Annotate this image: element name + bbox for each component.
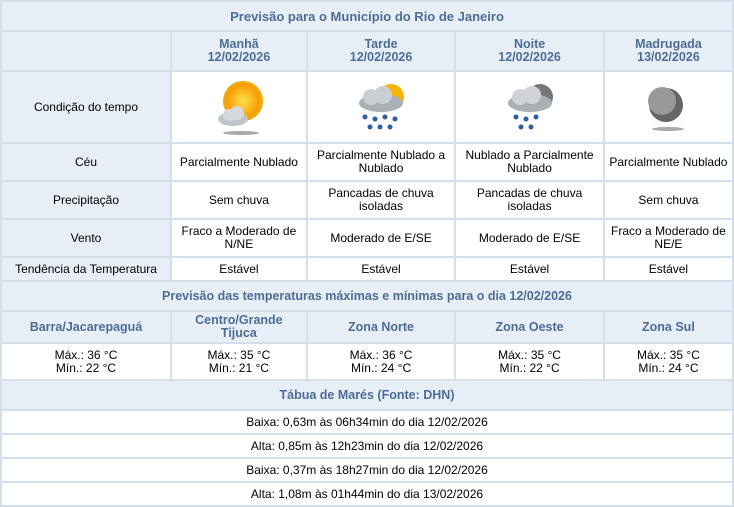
trend-cell: Estável	[604, 258, 732, 280]
tide-row: Baixa: 0,63m às 06h34min do dia 12/02/20…	[2, 411, 732, 433]
row-label: Vento	[2, 220, 170, 256]
trend-cell: Estável	[172, 258, 306, 280]
min-temp: Mín.: 24 °C	[638, 360, 699, 375]
tide-row: Alta: 1,08m às 01h44min do dia 13/02/202…	[2, 483, 732, 505]
forecast-title: Previsão para o Município do Rio de Jane…	[2, 2, 732, 30]
sky-cell: Parcialmente Nublado	[172, 144, 306, 180]
min-temp: Mín.: 24 °C	[350, 360, 412, 375]
min-temp: Mín.: 21 °C	[208, 360, 269, 375]
sky-cell: Parcialmente Nublado a Nublado	[307, 144, 455, 180]
zone-name: Barra/Jacarepaguá	[2, 312, 170, 342]
period-date: 12/02/2026	[207, 50, 271, 64]
row-label: Condição do tempo	[2, 72, 170, 142]
period-date: 13/02/2026	[637, 50, 700, 64]
period-name: Noite	[513, 37, 546, 51]
period-date: 12/02/2026	[349, 50, 413, 64]
period-header: Manhã 12/02/2026	[172, 32, 306, 70]
max-temp: Máx.: 36 °C	[349, 347, 413, 362]
sun-cloud-rain-icon	[359, 84, 405, 130]
trend-cell: Estável	[307, 258, 455, 280]
moon-cloud-rain-icon	[507, 84, 553, 130]
min-temp: Mín.: 22 °C	[55, 360, 117, 375]
precip-cell: Sem chuva	[604, 182, 732, 218]
period-name: Madrugada	[635, 37, 702, 51]
temperature-title: Previsão das temperaturas máximas e míni…	[2, 282, 732, 310]
zone-name: Zona Sul	[604, 312, 732, 342]
zone-name: Centro/Grande Tijuca	[172, 312, 306, 342]
wind-cell: Fraco a Moderado de NE/E	[604, 220, 732, 256]
min-temp: Mín.: 22 °C	[499, 360, 560, 375]
zone-temp: Máx.: 36 °C Mín.: 24 °C	[307, 344, 455, 379]
row-label: Tendência da Temperatura	[2, 258, 170, 280]
period-header: Madrugada 13/02/2026	[604, 32, 732, 70]
tide-row: Baixa: 0,37m às 18h27min do dia 12/02/20…	[2, 459, 732, 481]
max-temp: Máx.: 35 °C	[207, 347, 271, 362]
period-header: Tarde 12/02/2026	[307, 32, 455, 70]
zone-temp: Máx.: 36 °C Mín.: 22 °C	[2, 344, 170, 379]
period-name: Manhã	[219, 37, 259, 51]
row-label: Céu	[2, 144, 170, 180]
max-temp: Máx.: 36 °C	[54, 347, 118, 362]
max-temp: Máx.: 35 °C	[498, 347, 561, 362]
sky-cell: Parcialmente Nublado	[604, 144, 732, 180]
precip-cell: Pancadas de chuva isoladas	[307, 182, 455, 218]
zone-name: Zona Norte	[307, 312, 455, 342]
wind-cell: Moderado de E/SE	[307, 220, 455, 256]
zone-name: Zona Oeste	[456, 312, 603, 342]
period-date: 12/02/2026	[498, 50, 561, 64]
sky-cell: Nublado a Parcialmente Nublado	[456, 144, 603, 180]
precip-cell: Pancadas de chuva isoladas	[456, 182, 603, 218]
zone-temp: Máx.: 35 °C Mín.: 21 °C	[172, 344, 306, 379]
wind-cell: Moderado de E/SE	[456, 220, 603, 256]
period-name: Tarde	[364, 37, 398, 51]
zone-temp: Máx.: 35 °C Mín.: 22 °C	[456, 344, 603, 379]
period-header: Noite 12/02/2026	[456, 32, 603, 70]
precip-cell: Sem chuva	[172, 182, 306, 218]
wind-cell: Fraco a Moderado de N/NE	[172, 220, 306, 256]
zone-temp: Máx.: 35 °C Mín.: 24 °C	[604, 344, 732, 379]
tide-title: Tábua de Marés (Fonte: DHN)	[2, 381, 732, 409]
max-temp: Máx.: 35 °C	[637, 347, 700, 362]
trend-cell: Estável	[456, 258, 603, 280]
moon-icon	[648, 87, 685, 131]
tide-row: Alta: 0,85m às 12h23min do dia 12/02/202…	[2, 435, 732, 457]
sun-cloud-icon	[217, 81, 263, 135]
row-label: Precipitação	[2, 182, 170, 218]
